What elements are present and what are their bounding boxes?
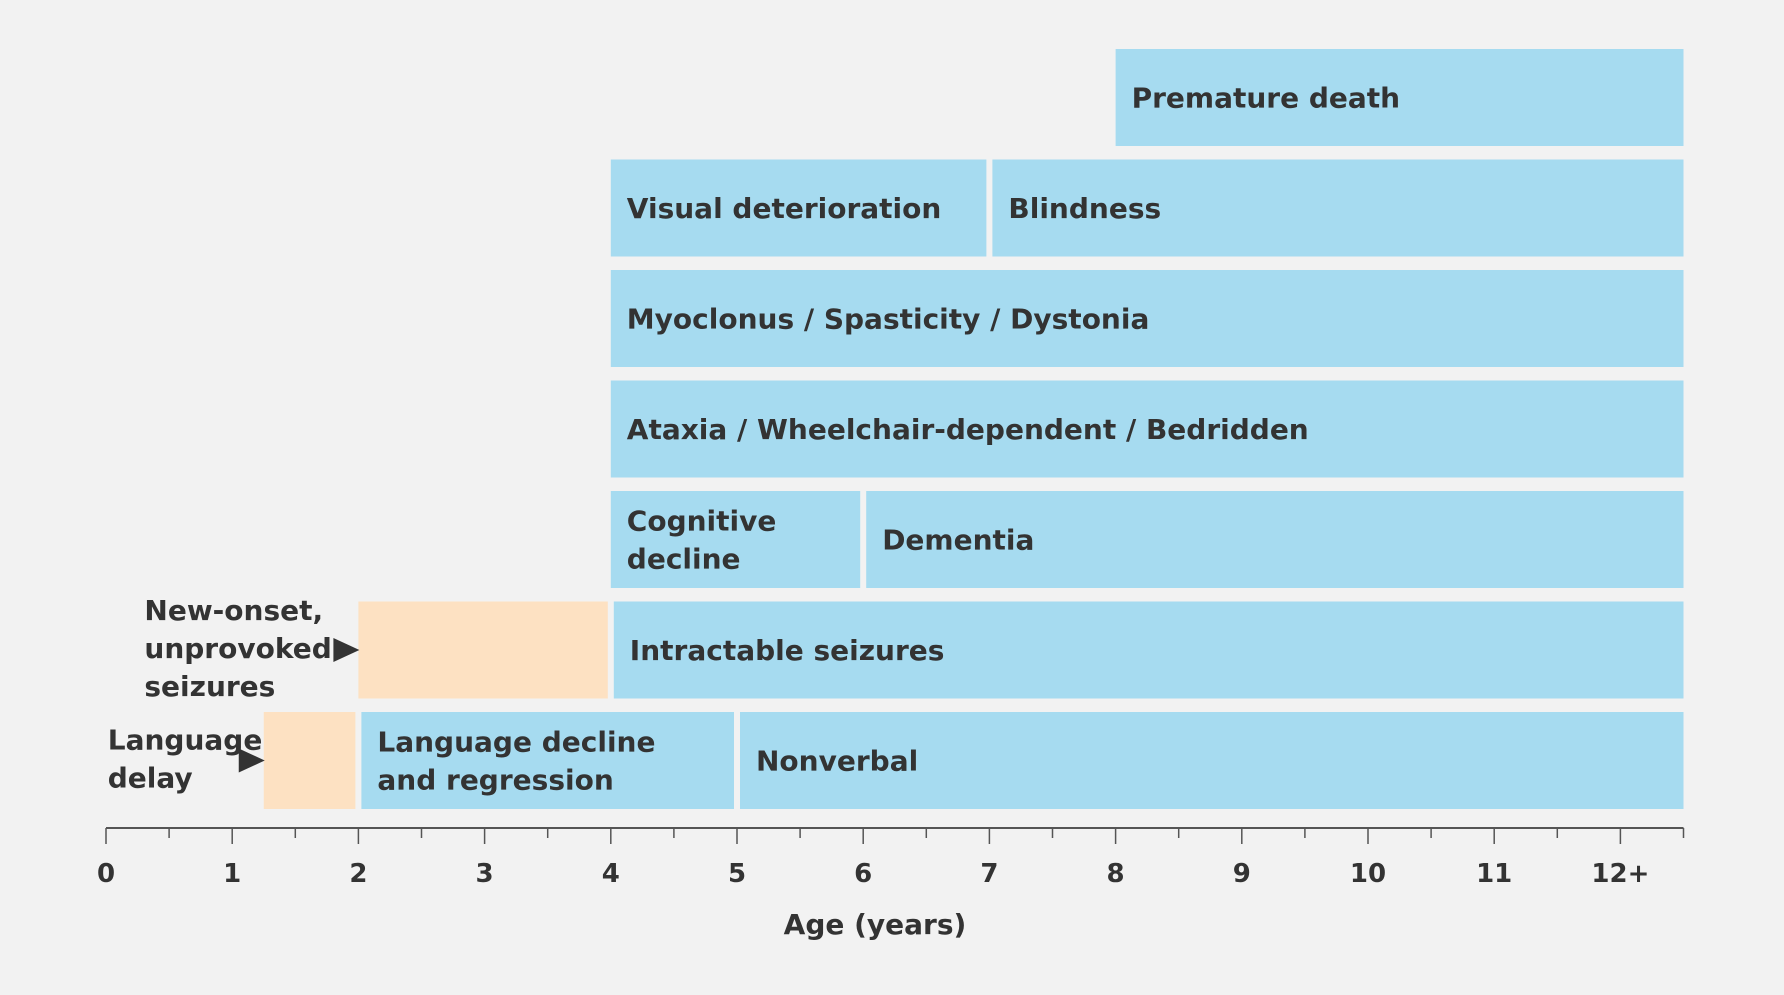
timeline-bar: [740, 712, 1684, 809]
timeline-bar: [1115, 49, 1684, 146]
tick-label: 3: [476, 859, 494, 889]
peach-bar: [263, 712, 356, 809]
bars-group: Premature death Visual deterioration Blind…: [108, 49, 1684, 809]
tick-label: 6: [854, 859, 872, 889]
tick-label: 2: [349, 859, 367, 889]
tick-label: 8: [1107, 859, 1125, 889]
bar-label: Language decline and regression: [377, 726, 655, 797]
tick-label: 7: [980, 859, 998, 889]
bar-label: Visual deterioration: [627, 192, 942, 225]
bar-label: Ataxia / Wheelchair-dependent / Bedridde…: [627, 413, 1309, 446]
x-axis: 0 1 2 3 4 5 6 7 8 9 10 11 12+: [97, 827, 1685, 889]
timeline-bar: [992, 159, 1684, 257]
bar-label: Cognitive decline: [627, 505, 777, 576]
arrow-right-icon: [333, 638, 360, 662]
bar-label: Dementia: [882, 524, 1034, 557]
tick-label: 4: [602, 859, 620, 889]
timeline-bar: [361, 712, 734, 809]
arrow-right-icon: [238, 748, 265, 773]
bar-label: Premature death: [1132, 82, 1401, 115]
bar-label: Intractable seizures: [630, 634, 945, 667]
side-label: New-onset, unprovoked seizures: [144, 594, 331, 703]
tick-label: 11: [1476, 859, 1512, 889]
bar-label: Myoclonus / Spasticity / Dystonia: [627, 303, 1150, 336]
timeline-bar: [610, 270, 1684, 367]
tick-label: 9: [1233, 859, 1251, 889]
tick-label: 12+: [1591, 859, 1649, 889]
tick-label: 10: [1350, 859, 1386, 889]
bar-label: Blindness: [1008, 192, 1161, 225]
timeline-bar: [610, 380, 1684, 478]
tick-label: 1: [223, 859, 241, 889]
peach-bar: [358, 601, 608, 699]
tick-label: 0: [97, 859, 115, 889]
timeline-bar: [866, 491, 1684, 588]
x-axis-title: Age (years): [784, 908, 967, 941]
bar-label: Nonverbal: [756, 745, 918, 778]
timeline-bar: [610, 159, 987, 257]
timeline-bar: [610, 491, 861, 588]
side-label: Language delay: [108, 724, 263, 795]
tick-label: 5: [728, 859, 746, 889]
timeline-bar: [613, 601, 1684, 699]
